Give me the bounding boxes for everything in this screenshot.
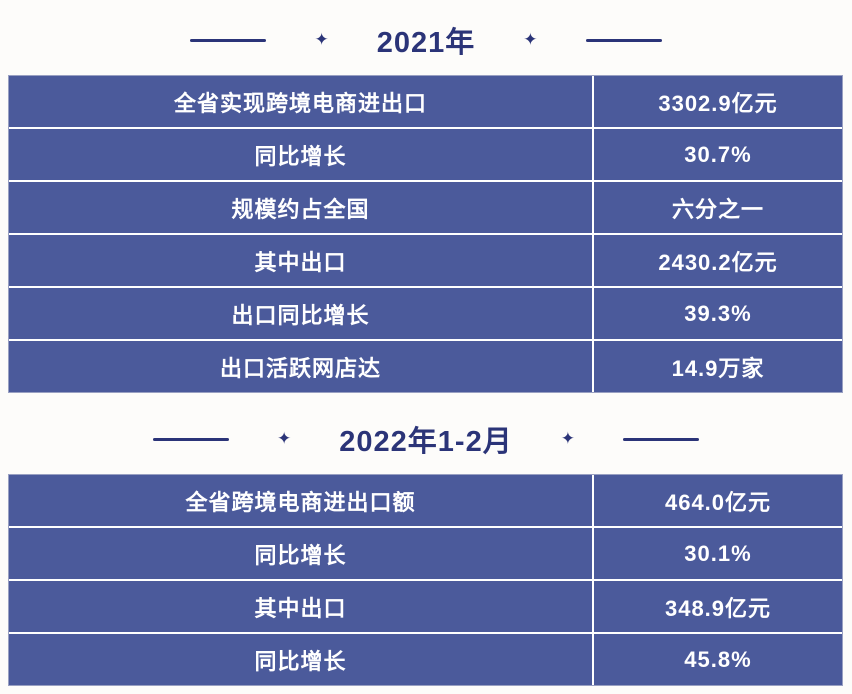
four-point-star-icon: ✦	[523, 29, 538, 49]
metric-value: 45.8%	[684, 646, 752, 672]
decorative-line-left	[190, 38, 267, 42]
metric-value: 14.9万家	[671, 355, 765, 381]
table-row: 同比增长 30.1%	[9, 526, 842, 579]
metric-label: 其中出口	[9, 235, 594, 286]
table-row: 出口同比增长 39.3%	[9, 286, 842, 339]
decorative-line-right	[622, 437, 699, 441]
table-row: 同比增长 30.7%	[9, 127, 842, 180]
metric-value: 六分之一	[671, 196, 764, 222]
table-row: 全省实现跨境电商进出口 3302.9亿元	[9, 76, 842, 127]
metric-label: 规模约占全国	[9, 182, 594, 233]
metric-label: 同比增长	[9, 634, 594, 685]
metric-label: 全省实现跨境电商进出口	[9, 76, 594, 127]
metric-value: 2430.2亿元	[658, 249, 778, 275]
metric-value: 464.0亿元	[664, 489, 772, 515]
stats-table-2021: 全省实现跨境电商进出口 3302.9亿元同比增长 30.7% 规模约占全国 六分之一其中…	[8, 75, 843, 393]
decorative-line-right	[585, 38, 662, 42]
metric-label: 出口同比增长	[9, 288, 594, 339]
metric-value: 3302.9亿元	[658, 90, 778, 116]
section-header-2021: ✦ 2021年 ✦	[0, 21, 852, 59]
section-header-2022: ✦ 2022年1-2月 ✦	[0, 420, 852, 458]
metric-label: 同比增长	[9, 129, 594, 180]
section-title: 2022年1-2月	[339, 426, 513, 458]
table-row: 其中出口 2430.2亿元	[9, 233, 842, 286]
table-row: 全省跨境电商进出口额 464.0亿元	[9, 475, 842, 526]
metric-label: 全省跨境电商进出口额	[9, 475, 594, 526]
four-point-star-icon: ✦	[277, 428, 292, 448]
table-row: 其中出口 348.9亿元	[9, 579, 842, 632]
table-row: 规模约占全国 六分之一	[9, 180, 842, 233]
metric-label: 出口活跃网店达	[9, 341, 594, 392]
metric-value: 348.9亿元	[664, 595, 772, 621]
metric-value: 30.1%	[684, 540, 752, 566]
metric-value: 39.3%	[684, 300, 752, 326]
metric-value: 30.7%	[684, 141, 752, 167]
metric-label: 同比增长	[9, 528, 594, 579]
decorative-line-left	[153, 437, 230, 441]
four-point-star-icon: ✦	[314, 29, 329, 49]
stats-table-2022: 全省跨境电商进出口额 464.0亿元 同比增长 30.1% 其中出口 348.9亿元 同比增…	[8, 474, 843, 686]
table-row: 同比增长 45.8%	[9, 632, 842, 685]
section-title: 2021年	[376, 27, 476, 59]
metric-label: 其中出口	[9, 581, 594, 632]
four-point-star-icon: ✦	[560, 428, 575, 448]
table-row: 出口活跃网店达 14.9万家	[9, 339, 842, 392]
